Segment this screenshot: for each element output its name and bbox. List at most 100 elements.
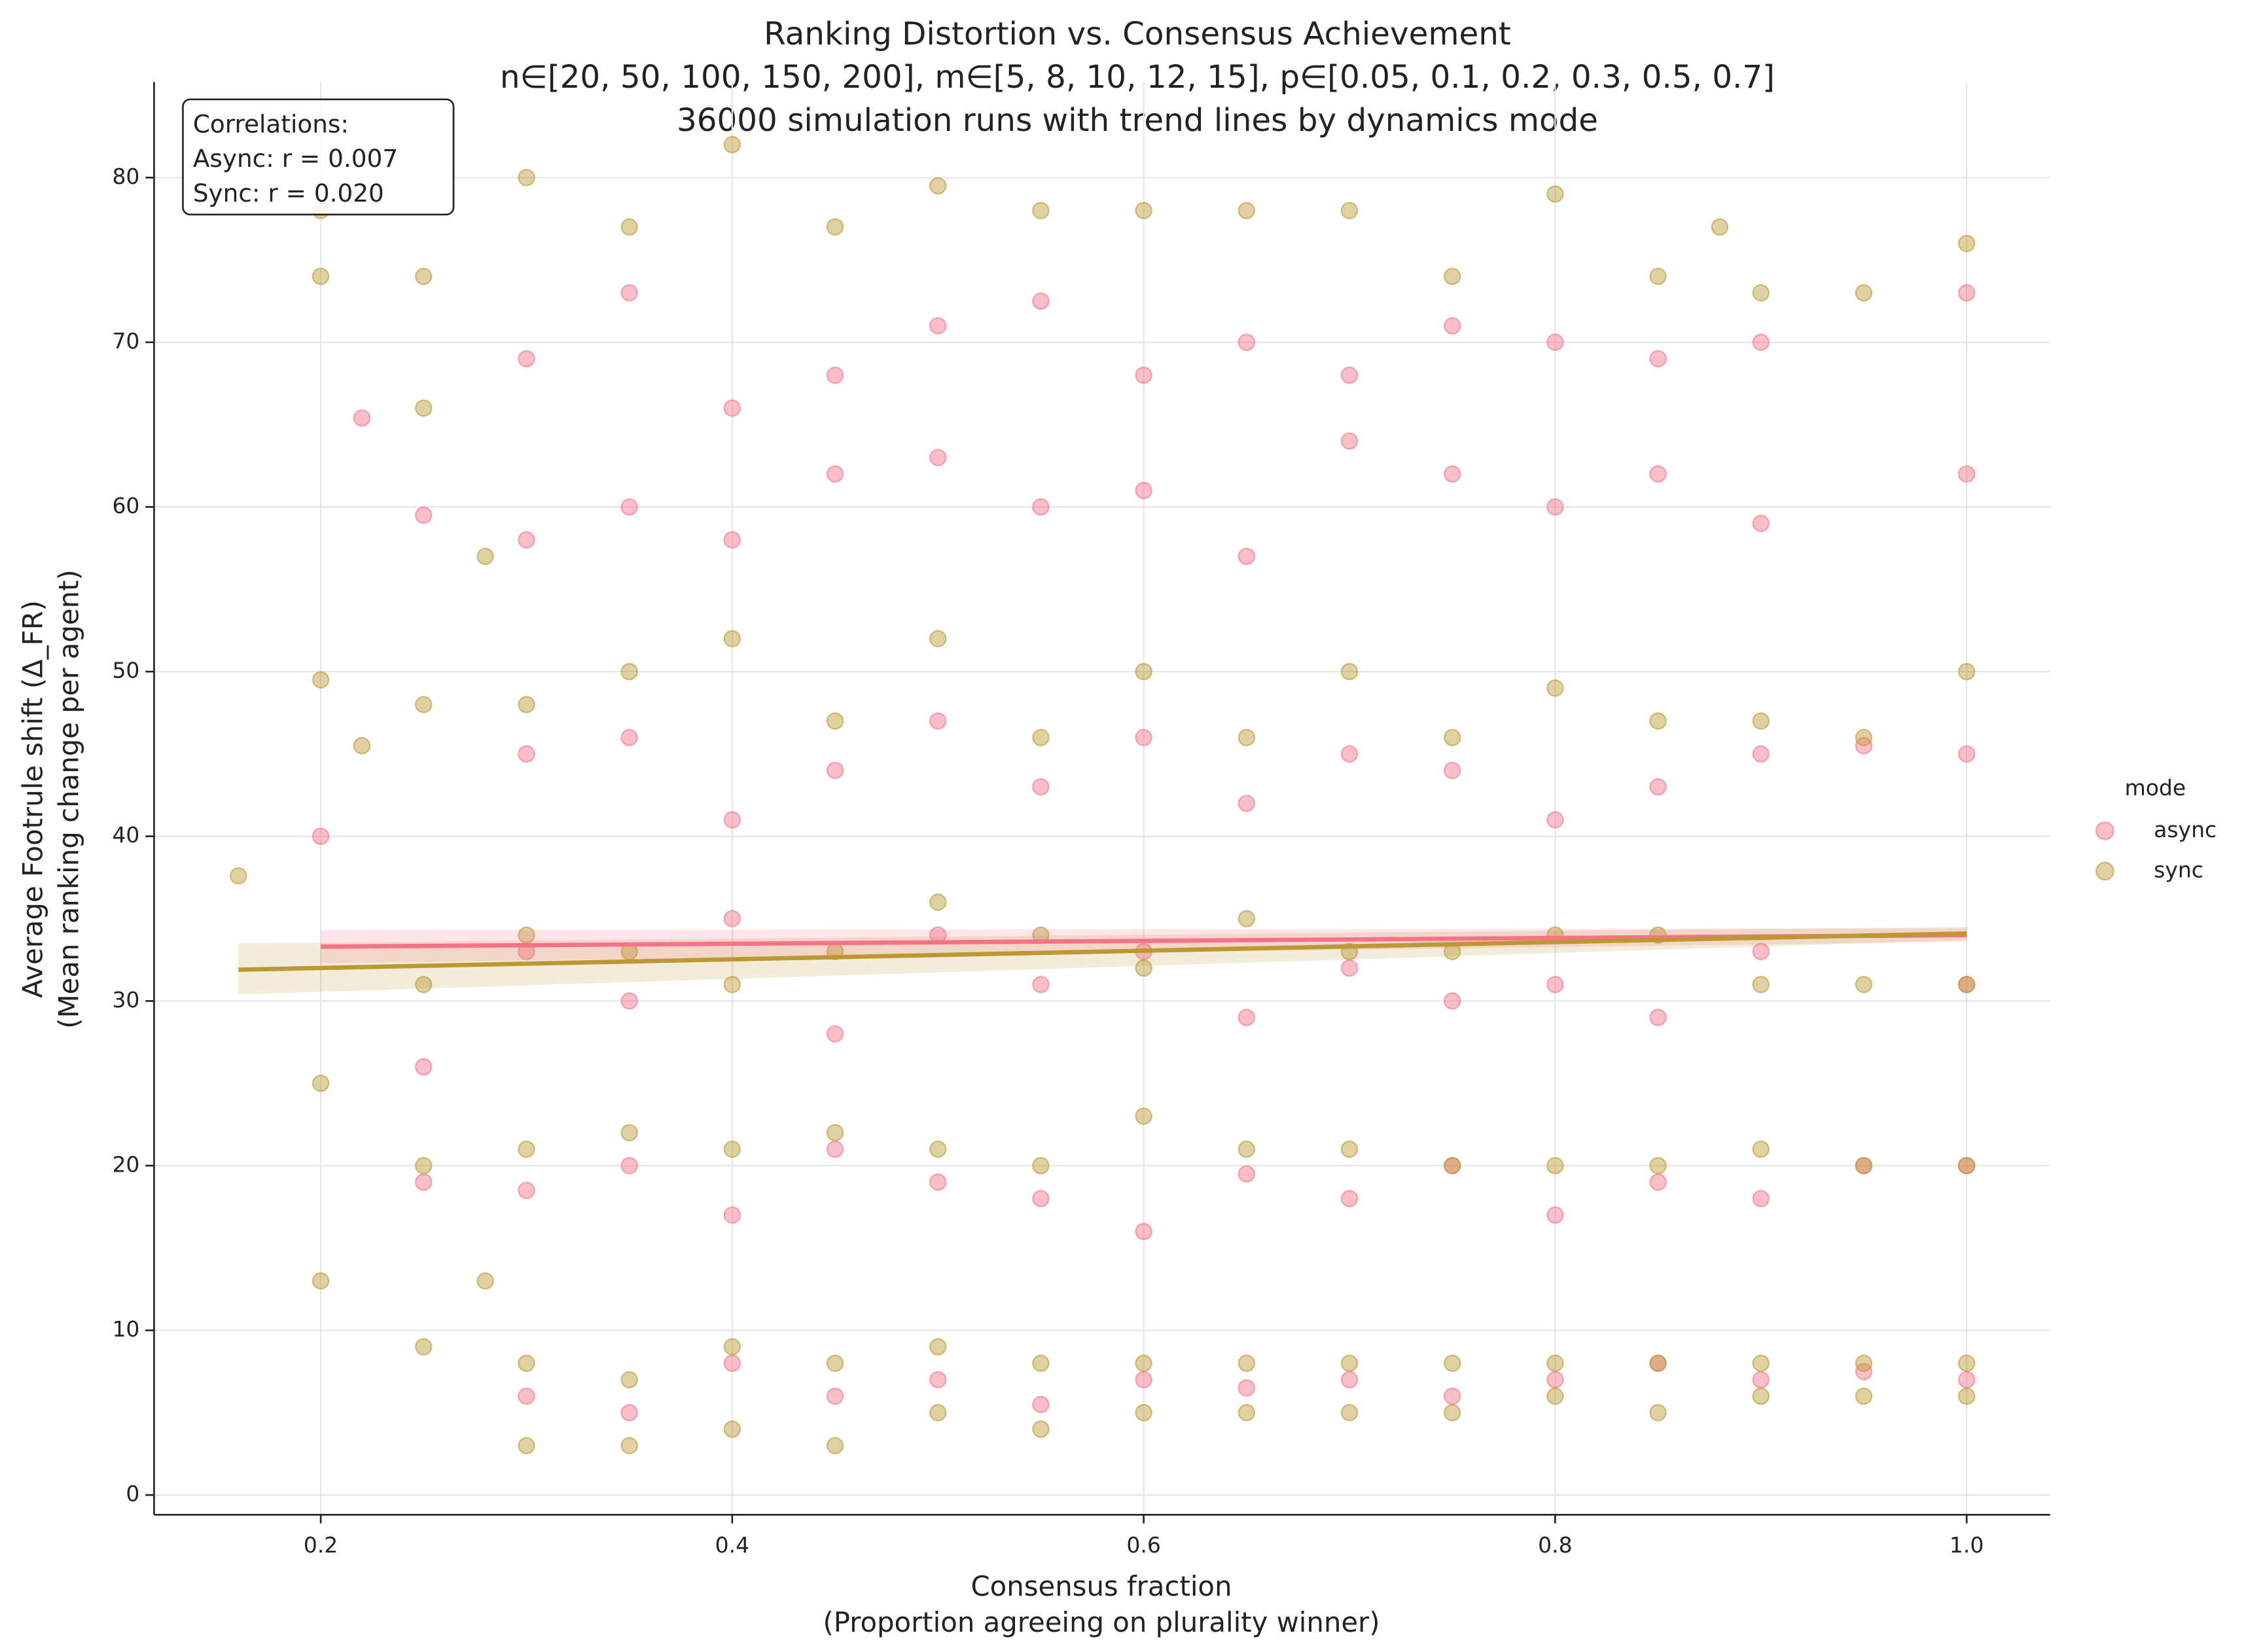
point	[415, 268, 433, 285]
point	[826, 1124, 844, 1141]
y-tick-label: 70	[112, 328, 139, 353]
point	[723, 1140, 741, 1158]
point	[1135, 728, 1152, 746]
y-tick-label: 80	[112, 164, 139, 189]
point	[1546, 185, 1564, 203]
point	[1649, 350, 1667, 368]
point	[723, 135, 741, 154]
point	[1649, 1009, 1667, 1026]
point	[1957, 1157, 1976, 1175]
point	[1238, 547, 1255, 566]
point	[723, 910, 741, 927]
point	[826, 1025, 844, 1043]
point	[929, 1338, 947, 1356]
x-axis-label: Consensus fraction	[971, 1570, 1232, 1602]
point	[1649, 778, 1667, 796]
point	[1032, 1157, 1050, 1175]
point	[1752, 975, 1770, 994]
point	[1546, 975, 1564, 994]
point	[1855, 1157, 1873, 1175]
point	[826, 712, 844, 730]
point	[1957, 745, 1976, 763]
point	[1238, 1165, 1255, 1183]
point	[723, 1420, 741, 1438]
point	[1752, 712, 1770, 730]
point	[1752, 943, 1770, 961]
point	[1032, 975, 1050, 994]
point	[1443, 1404, 1461, 1422]
point	[1443, 761, 1461, 780]
x-tick-label: 0.2	[304, 1532, 338, 1558]
point	[1238, 1140, 1255, 1158]
point	[1443, 268, 1461, 285]
point	[415, 506, 433, 524]
point	[1443, 728, 1461, 746]
point	[1957, 975, 1976, 994]
point	[1443, 1157, 1461, 1175]
point	[929, 712, 947, 730]
point	[1752, 514, 1770, 532]
point	[353, 409, 371, 427]
point	[1135, 482, 1152, 499]
point	[1238, 333, 1255, 351]
x-tick-label: 0.6	[1126, 1532, 1160, 1558]
point	[1238, 910, 1255, 927]
y-tick-label: 10	[112, 1316, 139, 1342]
point	[620, 1124, 638, 1141]
point	[1340, 1190, 1359, 1208]
point	[1032, 1190, 1050, 1208]
point	[312, 827, 330, 845]
point	[1032, 498, 1050, 516]
point	[620, 1437, 638, 1454]
point	[826, 1354, 844, 1373]
point	[620, 1371, 638, 1389]
x-axis-label: (Proportion agreeing on plurality winner…	[823, 1606, 1380, 1638]
point	[230, 867, 247, 885]
point	[929, 1140, 947, 1158]
point	[620, 1404, 638, 1422]
point	[1752, 1190, 1770, 1208]
point	[1238, 1379, 1255, 1397]
point	[1135, 1404, 1152, 1422]
chart-subtitle: 36000 simulation runs with trend lines b…	[677, 102, 1598, 139]
point	[1546, 1157, 1564, 1175]
point	[826, 1437, 844, 1454]
point	[1443, 992, 1461, 1010]
chart-subtitle: n∈[20, 50, 100, 150, 200], m∈[5, 8, 10, …	[500, 59, 1775, 96]
point	[518, 1354, 535, 1373]
legend-marker	[2095, 861, 2114, 881]
point	[518, 350, 535, 368]
y-axis-label: (Mean ranking change per agent)	[52, 569, 84, 1029]
point	[1957, 662, 1976, 681]
point	[476, 1272, 494, 1290]
point	[415, 1058, 433, 1076]
point	[1649, 268, 1667, 285]
y-tick-label: 30	[112, 987, 139, 1013]
point	[1957, 284, 1976, 302]
point	[1032, 1420, 1050, 1438]
point	[1957, 1371, 1976, 1389]
point	[1957, 465, 1976, 483]
point	[1340, 1140, 1359, 1158]
point	[826, 1140, 844, 1158]
point	[1340, 367, 1359, 384]
point	[476, 547, 494, 566]
point	[1546, 679, 1564, 697]
annotation: Async: r = 0.007	[193, 144, 398, 173]
point	[415, 696, 433, 713]
point	[723, 975, 741, 994]
point	[1546, 811, 1564, 829]
point	[929, 1371, 947, 1389]
point	[415, 399, 433, 417]
point	[1957, 1387, 1976, 1405]
point	[620, 498, 638, 516]
point	[929, 893, 947, 911]
point	[1546, 1371, 1564, 1389]
y-tick-label: 0	[126, 1481, 139, 1507]
point	[929, 630, 947, 648]
legend-marker	[2095, 821, 2114, 840]
point	[1649, 1157, 1667, 1175]
point	[415, 1338, 433, 1356]
